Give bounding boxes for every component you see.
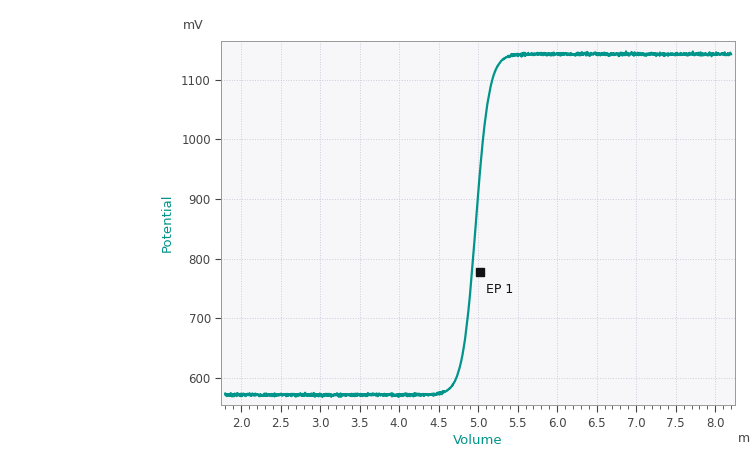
Y-axis label: Potential: Potential bbox=[161, 194, 174, 252]
Text: EP 1: EP 1 bbox=[486, 283, 513, 296]
Text: mV: mV bbox=[183, 19, 203, 32]
Text: mL: mL bbox=[737, 432, 750, 445]
X-axis label: Volume: Volume bbox=[453, 434, 503, 447]
